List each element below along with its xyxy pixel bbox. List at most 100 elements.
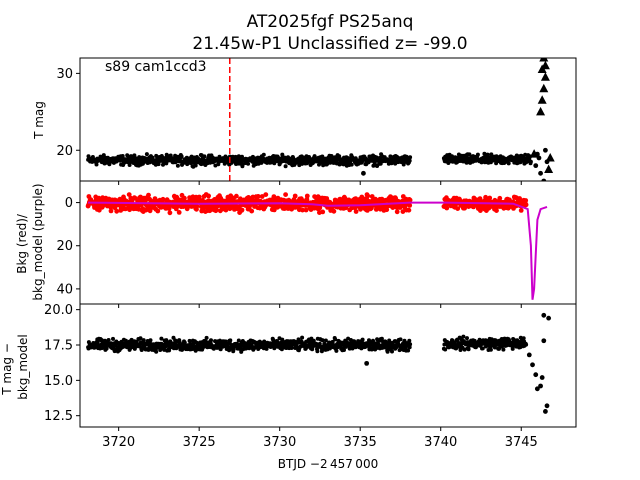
data-point-middle-seg0-239 (182, 195, 187, 201)
flare-point-bottom-0 (364, 360, 370, 366)
bottom-panel-ylabel: T mag − bkg_model (0, 334, 30, 400)
data-point-middle-seg0-342 (223, 207, 229, 213)
flare-point-bottom-5 (538, 383, 543, 389)
data-point-bottom-seg0-754 (390, 349, 394, 354)
data-point-middle-seg0-767 (394, 209, 400, 215)
flare-point-top-3 (541, 178, 547, 181)
data-point-middle-seg0-512 (292, 198, 297, 204)
data-point-bottom-seg1-61 (466, 347, 471, 352)
flare-point-bottom-7 (541, 312, 547, 318)
flare-point-bottom-1 (526, 352, 532, 358)
data-point-middle-seg0-432 (259, 194, 265, 199)
data-point-middle-seg1-113 (487, 195, 493, 201)
data-point-middle-seg0-57 (108, 208, 114, 214)
upper-limit-marker-8 (544, 164, 554, 173)
data-point-bottom-seg0-155 (148, 338, 153, 343)
data-point-bottom-seg0-51 (106, 338, 111, 342)
data-point-middle-seg0-203 (167, 210, 173, 216)
data-point-bottom-seg0-462 (272, 346, 277, 351)
flare-point-top-8 (361, 170, 366, 176)
data-point-middle-seg1-202 (523, 198, 529, 203)
data-point-middle-seg0-441 (263, 192, 269, 198)
data-point-top-seg0-289 (202, 154, 207, 159)
panel-top-ytick-label-1: 30 (56, 67, 73, 82)
middle-panel-ylabel: Bkg (red)/ bkg_model (purple) (15, 183, 45, 300)
data-point-bottom-seg0-62 (111, 336, 115, 341)
data-point-top-seg0-232 (179, 154, 184, 159)
x-tick-label-5: 3745 (505, 435, 538, 450)
data-point-bottom-seg1-116 (488, 347, 493, 352)
data-point-middle-seg0-544 (304, 193, 310, 199)
data-point-bottom-seg0-616 (334, 348, 339, 353)
data-point-middle-seg0-382 (239, 207, 245, 213)
data-point-top-seg1-84 (475, 152, 480, 157)
data-point-middle-seg0-71 (114, 208, 120, 214)
data-point-top-seg0-397 (246, 161, 251, 166)
data-point-middle-seg0-514 (292, 193, 298, 199)
data-point-top-seg0-421 (255, 155, 260, 160)
x-axis-label: BTJD −2 457 000 (278, 457, 378, 471)
chart-title-line2: 21.45w-P1 Unclassified z= -99.0 (192, 34, 467, 54)
data-point-top-seg0-436 (261, 152, 266, 157)
data-point-bottom-seg0-46 (104, 346, 109, 351)
data-point-bottom-seg0-482 (280, 337, 285, 342)
flare-point-top-6 (540, 194, 545, 199)
data-point-middle-seg0-173 (155, 208, 161, 214)
panel-top-ytick-label-0: 20 (56, 144, 73, 159)
data-point-bottom-seg0-138 (141, 338, 146, 343)
upper-limit-marker-1 (536, 106, 546, 116)
data-point-middle-seg0-541 (303, 207, 309, 213)
data-point-middle-seg0-799 (407, 197, 413, 203)
data-point-bottom-seg0-182 (159, 336, 164, 341)
data-point-bottom-seg0-305 (209, 338, 213, 343)
data-point-top-seg0-267 (193, 163, 198, 168)
data-point-bottom-seg0-582 (320, 338, 325, 343)
data-point-top-seg1-108 (485, 152, 490, 157)
data-point-bottom-seg1-203 (524, 342, 529, 347)
upper-limit-marker-9 (545, 152, 555, 162)
data-point-bottom-seg0-613 (333, 337, 338, 342)
panel-middle-ytick-label-1: 20 (56, 239, 73, 254)
chart-title-line1: AT2025fgf PS25anq (247, 12, 414, 32)
data-point-bottom-seg1-3 (443, 347, 448, 352)
upper-limit-marker-2 (537, 95, 547, 104)
data-point-bottom-seg0-590 (323, 338, 328, 343)
data-point-top-seg0-798 (407, 158, 412, 163)
panel-middle-ytick-label-0: 0 (65, 196, 73, 211)
panel-bottom-ytick-label-1: 15.0 (44, 374, 73, 389)
data-point-middle-seg0-276 (196, 194, 202, 200)
flare-point-bottom-4 (534, 386, 540, 392)
data-point-bottom-seg0-569 (315, 349, 320, 354)
data-point-top-seg0-462 (272, 161, 277, 166)
upper-limit-marker-3 (539, 83, 549, 93)
upper-limit-marker-0 (529, 149, 539, 158)
data-point-top-seg1-201 (523, 152, 528, 157)
data-point-middle-seg0-150 (146, 192, 151, 198)
data-point-middle-seg0-226 (176, 210, 182, 215)
panel-top-plot-area (86, 58, 555, 199)
data-point-bottom-seg1-170 (510, 346, 515, 351)
data-point-bottom-seg0-635 (342, 348, 346, 352)
data-point-middle-seg0-665 (353, 209, 359, 214)
data-point-top-seg0-382 (240, 154, 244, 159)
bottom-panel-ylabel-line1: T mag − (0, 343, 14, 396)
flare-point-bottom-8 (543, 409, 548, 414)
panel-bottom-ytick-label-2: 17.5 (44, 339, 73, 354)
x-tick-label-4: 3740 (424, 435, 457, 450)
bottom-panel-ylabel-line2: bkg_model (16, 334, 30, 400)
flare-point-bottom-3 (533, 372, 539, 378)
panel-bottom-ytick-label-0: 12.5 (44, 409, 73, 424)
upper-limit-marker-6 (540, 60, 550, 70)
data-point-bottom-seg0-798 (407, 345, 412, 350)
upper-limit-marker-4 (540, 72, 550, 81)
data-point-bottom-seg0-294 (204, 335, 209, 340)
data-point-bottom-seg1-197 (521, 336, 526, 341)
data-point-middle-seg0-368 (234, 193, 239, 199)
data-point-bottom-seg0-775 (398, 337, 403, 342)
x-tick-label-3: 3735 (344, 435, 377, 450)
sector-camera-annotation: s89 cam1ccd3 (105, 59, 207, 75)
x-tick-label-0: 3720 (102, 435, 135, 450)
data-point-top-seg0-623 (337, 154, 342, 159)
data-point-middle-seg0-490 (283, 192, 288, 198)
